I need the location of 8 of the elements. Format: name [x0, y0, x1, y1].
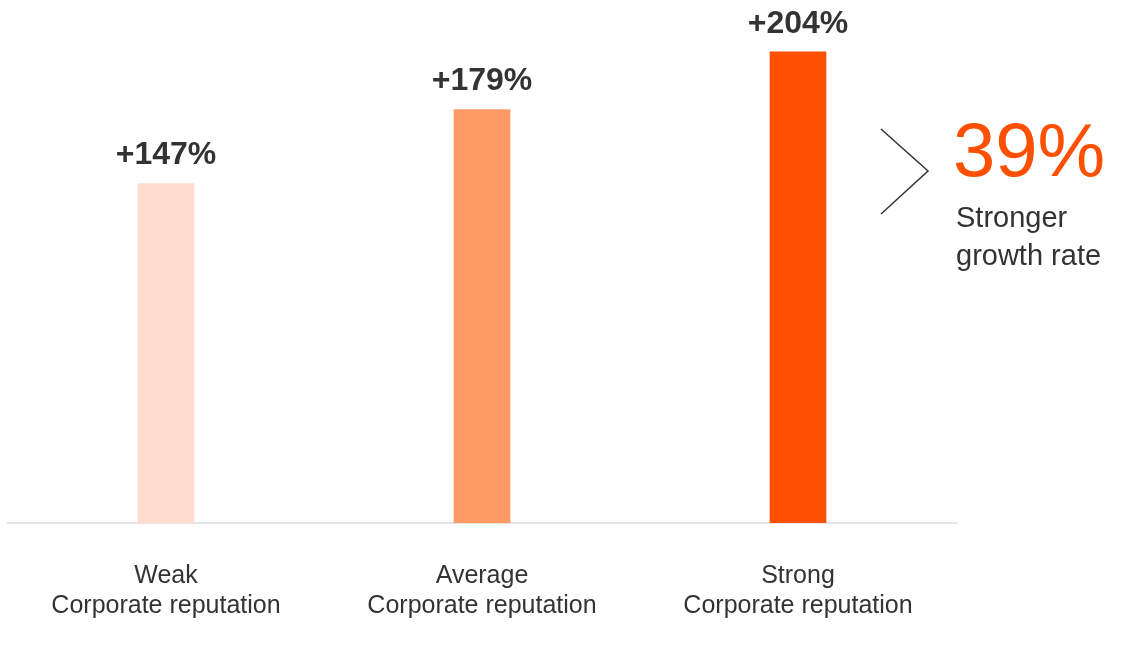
x-tick-label: Strong Corporate reputation	[683, 559, 913, 618]
x-tick-label: Weak Corporate reputation	[51, 559, 281, 618]
x-tick-label: Average Corporate reputation	[367, 559, 597, 618]
data-label: +147%	[115, 135, 217, 172]
annotation: 39%	[953, 106, 1106, 194]
data-label: +179%	[431, 61, 533, 98]
data-label: +204%	[747, 3, 849, 40]
annotation: Stronger growth rate	[956, 200, 1103, 273]
